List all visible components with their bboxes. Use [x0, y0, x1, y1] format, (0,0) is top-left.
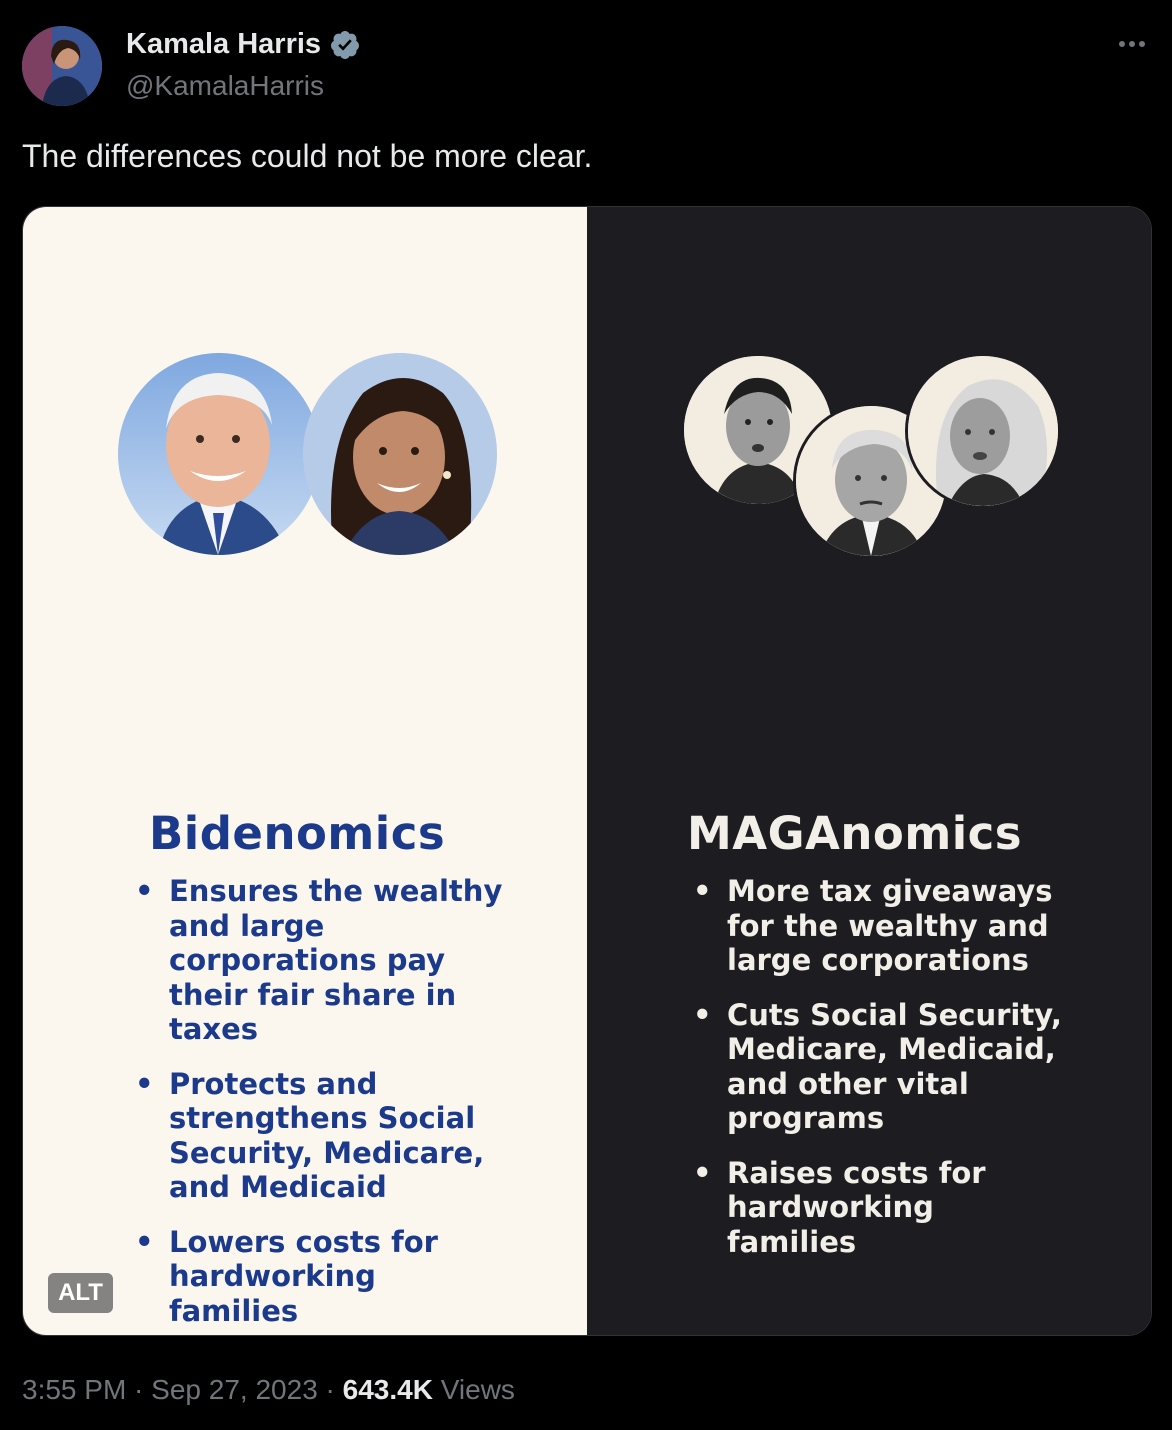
- bidenomics-list: Ensures the wealthy and large corporatio…: [135, 874, 515, 1335]
- maganomics-list: More tax giveaways for the wealthy and l…: [693, 874, 1063, 1279]
- tweet-image[interactable]: Bidenomics Ensures the wealthy and large…: [22, 206, 1152, 1336]
- avatar[interactable]: [22, 26, 102, 106]
- views-label[interactable]: Views: [432, 1374, 515, 1405]
- author-display-name[interactable]: Kamala Harris: [126, 28, 322, 60]
- bidenomics-panel: Bidenomics Ensures the wealthy and large…: [23, 207, 587, 1335]
- bidenomics-bullet: Protects and strengthens Social Security…: [135, 1067, 515, 1205]
- greene-portrait: [905, 353, 1061, 509]
- separator: ·: [126, 1374, 152, 1405]
- tweet-text: The differences could not be more clear.: [22, 138, 593, 174]
- bidenomics-bullet: Ensures the wealthy and large corporatio…: [135, 874, 515, 1047]
- maganomics-panel: MAGAnomics More tax giveaways for the we…: [587, 207, 1151, 1335]
- post-date[interactable]: Sep 27, 2023: [151, 1374, 318, 1405]
- biden-portrait: [118, 353, 320, 555]
- author-name[interactable]: Kamala Harris: [126, 28, 361, 61]
- harris-portrait: [303, 353, 497, 555]
- maganomics-title: MAGAnomics: [687, 807, 1023, 860]
- alt-text-button[interactable]: ALT: [48, 1273, 113, 1313]
- maganomics-bullet: Raises costs for hardworking families: [693, 1156, 1063, 1260]
- author-handle[interactable]: @KamalaHarris: [126, 70, 325, 101]
- separator: ·: [317, 1374, 343, 1405]
- bidenomics-bullet: Lowers costs for hardworking families: [135, 1225, 515, 1329]
- bidenomics-title: Bidenomics: [149, 807, 446, 860]
- views-count[interactable]: 643.4K: [342, 1374, 433, 1405]
- post-time[interactable]: 3:55 PM: [22, 1374, 127, 1405]
- more-options-icon[interactable]: [1114, 32, 1150, 56]
- trump-portrait: [793, 403, 949, 559]
- maganomics-bullet: More tax giveaways for the wealthy and l…: [693, 874, 1063, 978]
- tweet-metadata: 3:55 PM · Sep 27, 2023 · 643.4K Views: [22, 1374, 515, 1406]
- maganomics-bullet: Cuts Social Security, Medicare, Medicaid…: [693, 998, 1063, 1136]
- verified-badge-icon[interactable]: [329, 29, 361, 61]
